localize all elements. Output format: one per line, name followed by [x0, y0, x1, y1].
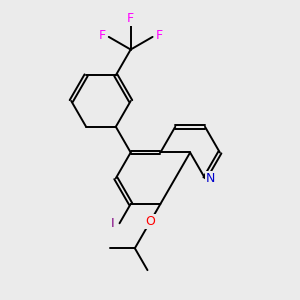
Text: I: I: [111, 217, 115, 230]
Text: F: F: [127, 12, 134, 26]
Text: O: O: [145, 215, 154, 228]
Text: N: N: [206, 172, 215, 185]
Text: F: F: [99, 29, 106, 42]
Text: F: F: [155, 29, 163, 42]
